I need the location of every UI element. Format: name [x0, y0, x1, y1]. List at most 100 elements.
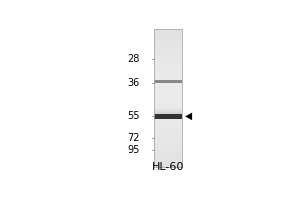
Bar [154, 54, 182, 55]
Bar [154, 77, 182, 79]
Bar [154, 126, 182, 127]
Text: HL-60: HL-60 [152, 162, 184, 172]
Bar [154, 92, 182, 94]
Bar [154, 80, 182, 81]
Bar [154, 99, 182, 101]
Bar [154, 135, 182, 137]
Bar [154, 155, 182, 156]
Bar [154, 164, 182, 166]
Bar [154, 121, 182, 123]
Bar [154, 138, 182, 140]
Bar [154, 88, 182, 90]
Bar [154, 141, 182, 142]
Bar [154, 166, 182, 167]
Bar [154, 113, 182, 114]
Bar [154, 58, 182, 59]
Bar [154, 33, 182, 34]
Bar [154, 156, 182, 158]
Bar [154, 60, 182, 62]
Bar [154, 70, 182, 72]
Bar [154, 84, 182, 85]
Bar [154, 163, 182, 164]
Bar [154, 106, 182, 108]
Bar [154, 63, 182, 65]
Bar [154, 97, 182, 98]
Bar [154, 101, 182, 102]
Bar [154, 148, 182, 149]
Bar [154, 79, 182, 80]
Bar [154, 80, 182, 83]
Bar [154, 29, 182, 167]
Bar [154, 38, 182, 40]
Bar [154, 41, 182, 42]
Bar [154, 52, 182, 54]
Bar [154, 44, 182, 45]
Bar [154, 110, 182, 111]
Bar [154, 140, 182, 141]
Bar [154, 144, 182, 145]
Bar [154, 55, 182, 56]
Bar [154, 111, 182, 112]
Bar [154, 115, 182, 116]
Bar [154, 48, 182, 49]
Bar [154, 103, 182, 105]
Bar [154, 81, 182, 83]
Text: 28: 28 [128, 54, 140, 64]
Bar [154, 145, 182, 146]
Bar [154, 109, 182, 110]
Bar [154, 49, 182, 51]
Bar [154, 94, 182, 95]
Bar [154, 162, 182, 163]
Bar [154, 133, 182, 134]
Bar [154, 45, 182, 47]
Bar [154, 110, 182, 112]
Bar [154, 85, 182, 87]
Bar [154, 56, 182, 58]
Bar [154, 47, 182, 48]
Bar [154, 146, 182, 148]
Bar [154, 128, 182, 130]
Bar [154, 158, 182, 159]
Bar [154, 95, 182, 97]
Bar [154, 59, 182, 60]
Bar [154, 40, 182, 41]
Bar [154, 153, 182, 155]
Bar [154, 91, 182, 92]
Bar [154, 159, 182, 160]
Bar [154, 130, 182, 131]
Bar [154, 90, 182, 91]
Bar [154, 112, 182, 113]
Bar [154, 66, 182, 67]
Bar [154, 76, 182, 77]
Bar [154, 112, 182, 113]
Bar [154, 72, 182, 73]
Bar [154, 102, 182, 103]
Bar [154, 109, 182, 110]
Bar [154, 119, 182, 120]
Bar [154, 29, 182, 30]
Bar [154, 65, 182, 66]
Bar [154, 120, 182, 121]
Bar [154, 160, 182, 162]
Bar [154, 142, 182, 144]
Text: 72: 72 [127, 133, 140, 143]
Bar [154, 114, 182, 119]
Bar [154, 30, 182, 31]
Bar [154, 67, 182, 69]
Bar [154, 42, 182, 44]
Bar [154, 37, 182, 38]
Polygon shape [185, 113, 192, 120]
Bar [154, 127, 182, 128]
Bar [154, 134, 182, 135]
Bar [154, 124, 182, 126]
Bar [154, 51, 182, 52]
Bar [154, 108, 182, 109]
Bar [154, 87, 182, 88]
Bar [154, 152, 182, 153]
Bar [154, 69, 182, 70]
Bar [154, 116, 182, 117]
Bar [154, 98, 182, 99]
Text: 36: 36 [128, 78, 140, 88]
Bar [154, 105, 182, 106]
Text: 55: 55 [127, 111, 140, 121]
